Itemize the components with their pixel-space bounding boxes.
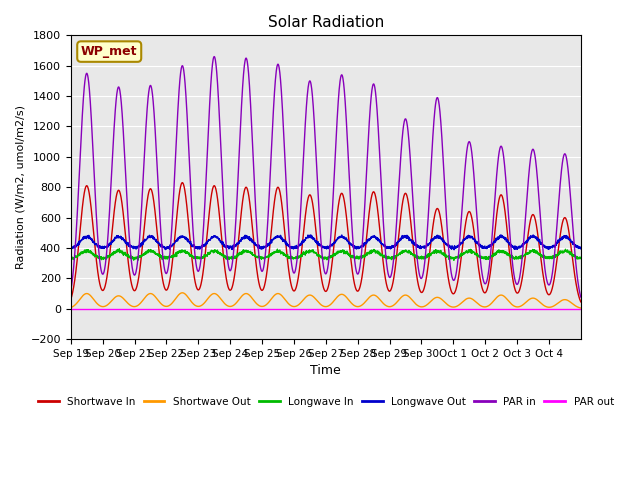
- Title: Solar Radiation: Solar Radiation: [268, 15, 384, 30]
- Text: WP_met: WP_met: [81, 45, 138, 58]
- X-axis label: Time: Time: [310, 364, 341, 377]
- Legend: Shortwave In, Shortwave Out, Longwave In, Longwave Out, PAR in, PAR out: Shortwave In, Shortwave Out, Longwave In…: [33, 393, 618, 411]
- Y-axis label: Radiation (W/m2, umol/m2/s): Radiation (W/m2, umol/m2/s): [15, 105, 25, 269]
